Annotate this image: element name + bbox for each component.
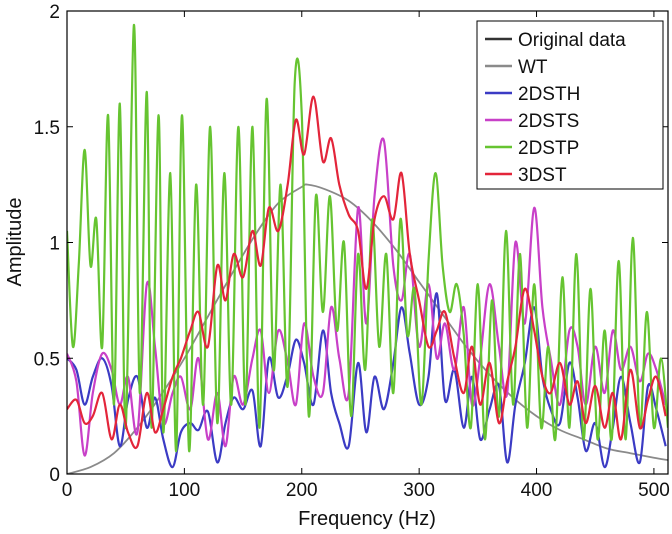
x-tick-label: 400 — [521, 480, 553, 501]
legend-label: Original data — [518, 30, 626, 51]
series-line-2dstp — [67, 23, 668, 453]
y-tick-label: 1.5 — [34, 118, 60, 139]
legend-label: 2DSTH — [518, 84, 580, 105]
y-tick-label: 2 — [49, 2, 60, 23]
series-line-3dst — [67, 95, 667, 449]
y-axis-title: Amplitude — [4, 198, 26, 287]
x-tick-label: 200 — [286, 480, 318, 501]
legend-label: 2DSTS — [518, 111, 579, 132]
x-tick-label: 500 — [638, 480, 670, 501]
x-axis-title: Frequency (Hz) — [298, 508, 436, 530]
series-line-2dsth — [67, 292, 667, 469]
legend-box — [476, 20, 664, 190]
x-tick-label: 100 — [169, 480, 201, 501]
tick-layer: 0 100 200 300 400 500 0 0.5 1 1.5 2 — [34, 2, 670, 501]
y-tick-label: 1 — [49, 234, 60, 255]
legend-label: 3DST — [518, 165, 567, 186]
x-tick-label: 300 — [403, 480, 435, 501]
legend-label: WT — [518, 57, 548, 78]
y-tick-label: 0.5 — [34, 349, 60, 370]
x-tick-label: 0 — [62, 480, 73, 501]
legend: Original data WT 2DSTH 2DSTS 2DSTP 3DST — [476, 20, 664, 190]
legend-label: 2DSTP — [518, 138, 579, 159]
y-tick-label: 0 — [49, 465, 60, 486]
series-layer — [67, 23, 668, 474]
